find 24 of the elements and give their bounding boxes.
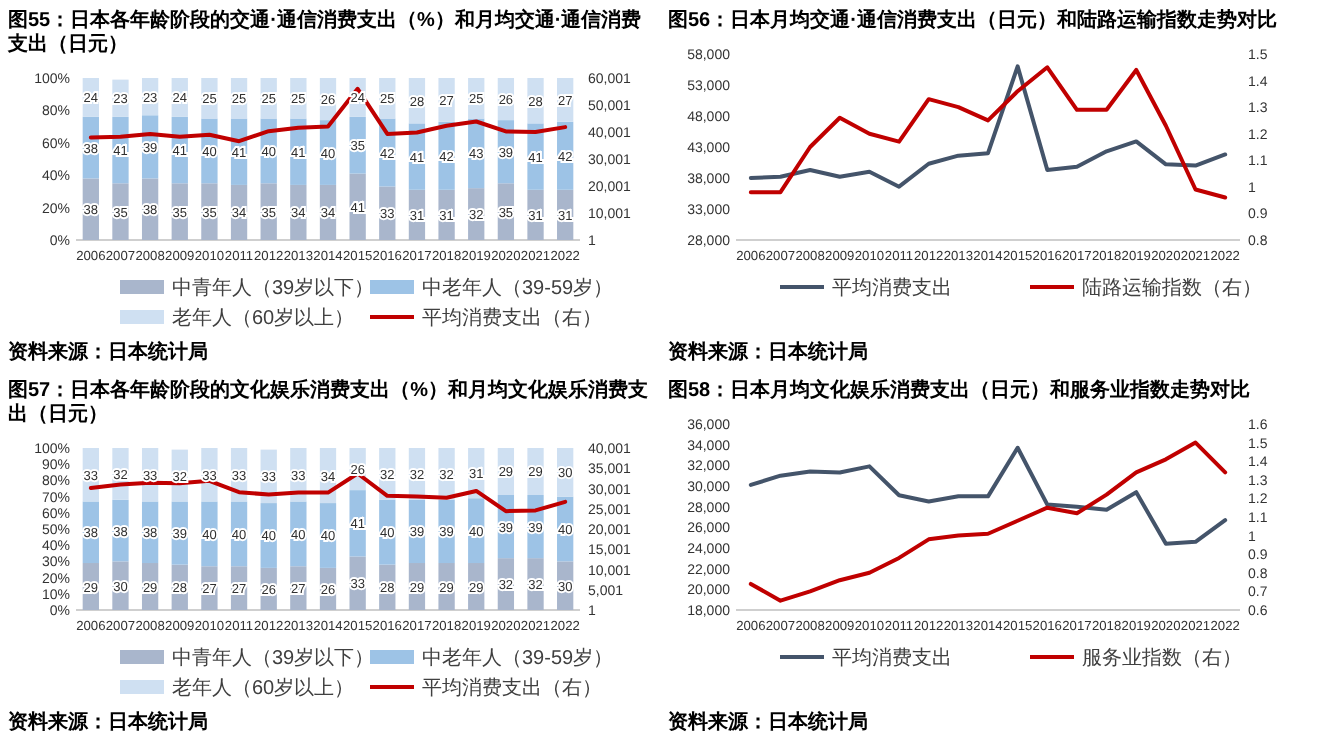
chart-title: 图55：日本各年龄阶段的交通·通信消费支出（%）和月均交通·通信消费支出（日元）: [6, 8, 642, 56]
legend-label: 平均消费支出: [832, 646, 952, 670]
legend-label: 服务业指数（右）: [1082, 646, 1242, 670]
legend-label: 中老年人（39-59岁）: [422, 276, 614, 300]
chart-title: 图58：日本月均文化娱乐消费支出（日元）和服务业指数走势对比: [668, 378, 1251, 402]
legend-label: 中青年人（39岁以下）: [172, 276, 375, 300]
text: 资料来源：日本统计局: [668, 340, 868, 364]
line-series: [748, 445, 1228, 546]
line-series: [88, 471, 568, 514]
legend-label: 平均消费支出（右）: [422, 306, 602, 330]
text: 资料来源：日本统计局: [8, 710, 208, 734]
text: 资料来源：日本统计局: [8, 340, 208, 364]
legend-label: 平均消费支出（右）: [422, 676, 602, 700]
line-series: [88, 86, 568, 144]
chart-title: 图57：日本各年龄阶段的文化娱乐消费支出（%）和月均文化娱乐消费支出（日元）: [8, 378, 649, 426]
legend-label: 平均消费支出: [832, 276, 952, 300]
legend-label: 中青年人（39岁以下）: [172, 646, 375, 670]
line-series: [748, 440, 1228, 603]
legend-label: 陆路运输指数（右）: [1082, 276, 1262, 300]
chart-title: 图56：日本月均交通·通信消费支出（日元）和陆路运输指数走势对比: [668, 8, 1277, 32]
legend-label: 老年人（60岁以上）: [172, 676, 355, 700]
text: 资料来源：日本统计局: [668, 710, 868, 734]
legend-label: 中老年人（39-59岁）: [422, 646, 614, 670]
legend-label: 老年人（60岁以上）: [172, 306, 355, 330]
